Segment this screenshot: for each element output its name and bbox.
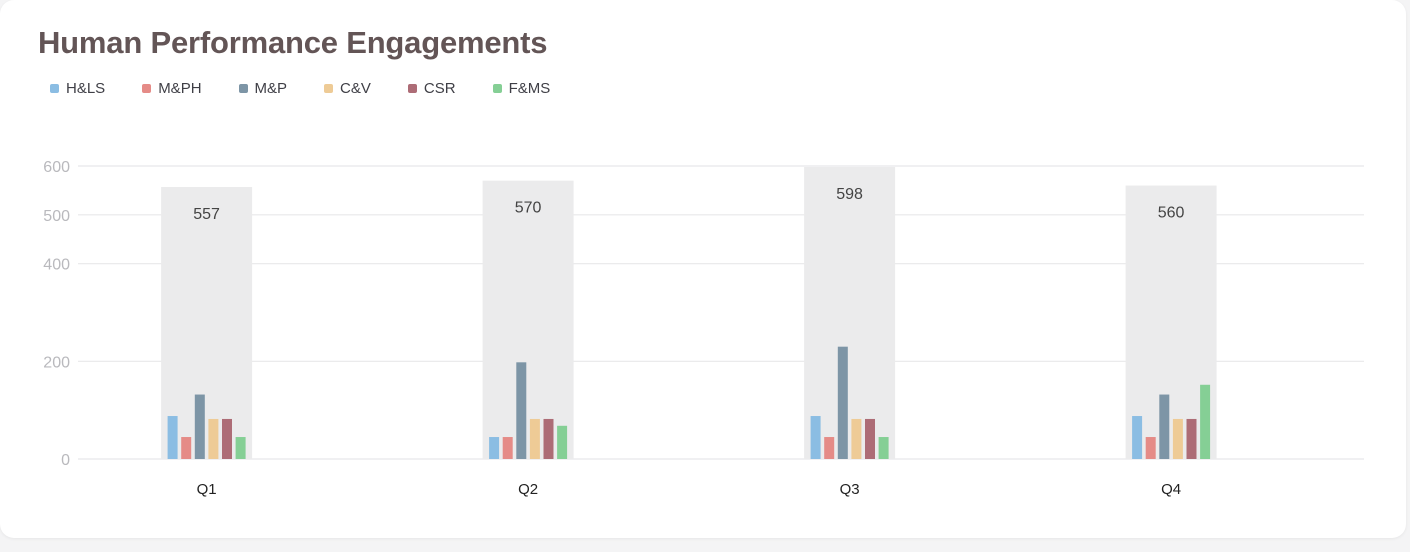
bar (1159, 394, 1170, 459)
bar (1186, 418, 1197, 459)
legend-label-mp: M&P (254, 79, 288, 97)
legend-label-fms: F&MS (508, 79, 551, 97)
bar (543, 418, 554, 459)
legend-label-csr: CSR (423, 79, 456, 97)
bar (1145, 437, 1156, 459)
total-band (161, 186, 253, 459)
y-tick-label: 500 (43, 208, 70, 225)
bar (557, 425, 568, 459)
bar (181, 437, 192, 459)
bar (208, 418, 219, 459)
total-band (482, 180, 574, 459)
y-tick-label: 400 (43, 257, 70, 274)
chart-card: Human Performance Engagements H&LS M&PH … (0, 0, 1406, 538)
bar (837, 346, 848, 459)
bar (167, 416, 178, 459)
chart-legend: H&LS M&PH M&P C&V CSR F&MS (50, 78, 587, 98)
bar (865, 418, 875, 459)
bar (810, 416, 821, 459)
legend-label-cv: C&V (340, 79, 371, 97)
y-tick-label: 200 (43, 354, 70, 371)
legend-label-mph: M&PH (158, 79, 202, 97)
legend-label-hls: H&LS (66, 79, 106, 97)
total-label: 557 (193, 206, 220, 223)
x-tick-label: Q4 (1161, 481, 1181, 498)
bar (1200, 384, 1211, 459)
legend-item-csr[interactable]: CSR (407, 79, 456, 97)
y-tick-label: 600 (43, 159, 70, 176)
total-label: 560 (1158, 205, 1185, 222)
x-tick-label: Q3 (840, 481, 860, 498)
bar (194, 394, 205, 459)
y-tick-label: 0 (61, 452, 70, 469)
bar (222, 418, 232, 459)
x-tick-label: Q2 (518, 481, 538, 498)
bar (529, 418, 540, 459)
legend-swatch-hls (50, 83, 59, 93)
legend-swatch-cv (324, 83, 334, 93)
bar (878, 437, 889, 459)
bar (824, 437, 835, 459)
bar (516, 362, 527, 459)
bar-chart: 0 200 400 500 600 557 Q1 570 Q2 598 Q3 560 Q4 (43, 159, 1364, 498)
bar (851, 418, 862, 459)
bar (1132, 416, 1143, 459)
bar (502, 437, 513, 459)
legend-swatch-csr (407, 83, 417, 93)
total-label: 598 (836, 186, 863, 203)
chart-title: Human Performance Engagements (38, 25, 548, 60)
total-band (804, 166, 896, 459)
legend-item-cv[interactable]: C&V (324, 80, 371, 97)
legend-item-hls[interactable]: H&LS (50, 80, 105, 97)
legend-swatch-mp (238, 83, 248, 93)
legend-item-mp[interactable]: M&P (238, 79, 288, 97)
bar (489, 437, 500, 459)
legend-swatch-fms (492, 83, 502, 93)
x-tick-label: Q1 (197, 481, 217, 498)
bar (235, 437, 246, 459)
legend-item-mph[interactable]: M&PH (142, 79, 202, 97)
legend-swatch-mph (142, 83, 152, 93)
bar (1172, 418, 1183, 459)
total-label: 570 (515, 200, 542, 217)
legend-item-fms[interactable]: F&MS (492, 79, 551, 97)
